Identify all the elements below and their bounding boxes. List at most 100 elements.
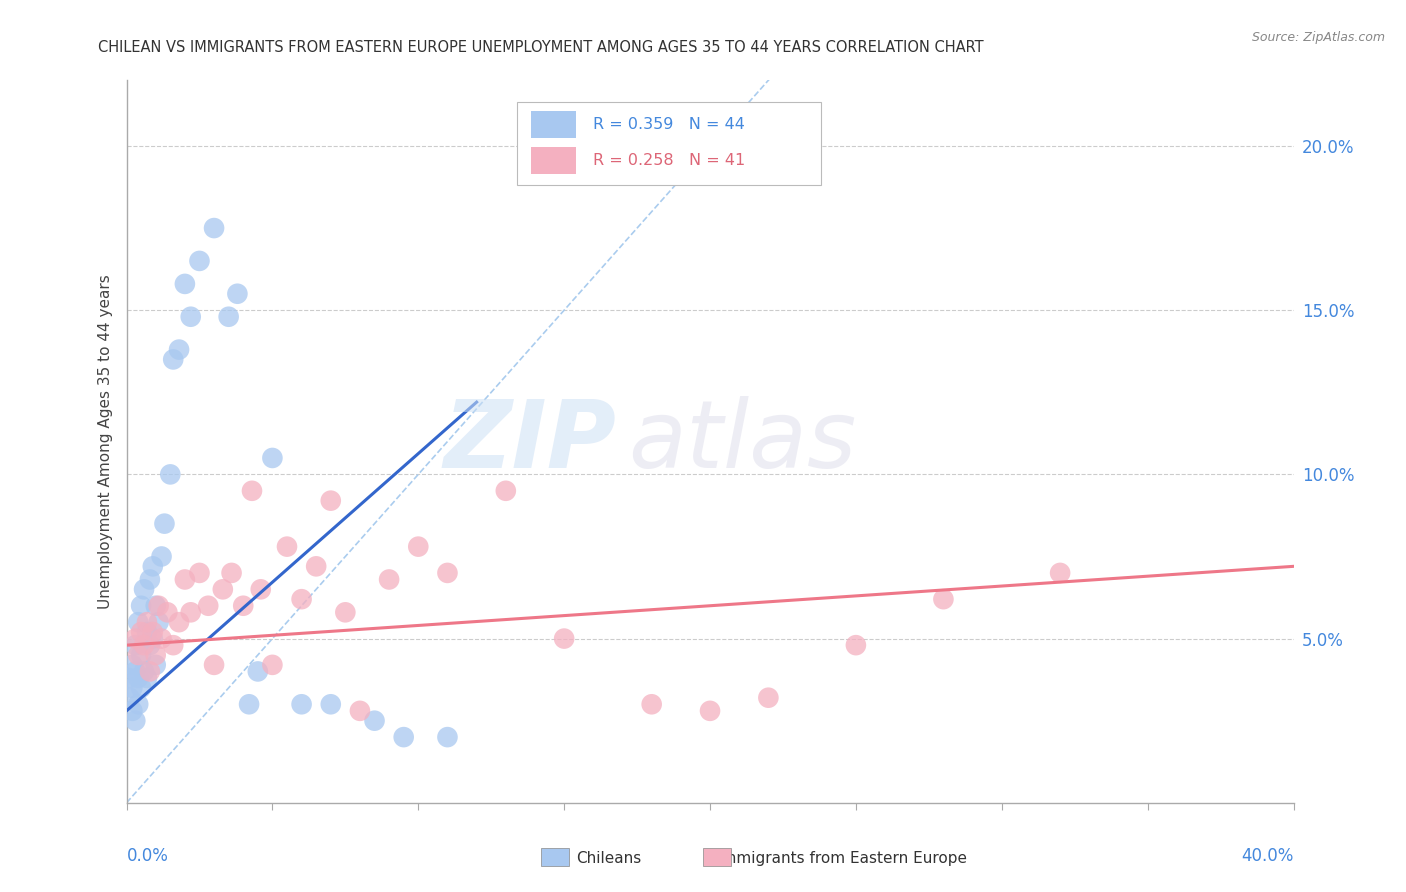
Point <box>127 615 149 630</box>
Point <box>290 698 312 712</box>
Point <box>232 599 254 613</box>
Point <box>162 638 184 652</box>
Point <box>276 540 298 554</box>
Point <box>202 221 225 235</box>
Bar <box>541 848 569 866</box>
Bar <box>703 848 731 866</box>
Bar <box>531 147 576 174</box>
Point <box>142 625 165 640</box>
Point <box>129 681 152 695</box>
Point <box>118 690 141 705</box>
Point <box>121 704 143 718</box>
Point <box>180 310 202 324</box>
Point <box>142 559 165 574</box>
Point <box>335 605 357 619</box>
Point <box>640 698 664 712</box>
FancyBboxPatch shape <box>517 102 821 185</box>
Text: 0.0%: 0.0% <box>127 847 169 865</box>
Point <box>495 483 517 498</box>
Point <box>156 605 179 619</box>
Point <box>153 516 176 531</box>
Point <box>124 714 146 728</box>
Point <box>150 632 173 646</box>
Point <box>1049 566 1071 580</box>
Point <box>139 638 162 652</box>
Point <box>124 638 146 652</box>
Point <box>132 665 155 679</box>
Point <box>139 665 162 679</box>
Point <box>262 450 284 465</box>
Text: Chileans: Chileans <box>576 851 641 865</box>
Point <box>238 698 260 712</box>
Point <box>174 277 197 291</box>
Text: 40.0%: 40.0% <box>1241 847 1294 865</box>
Point <box>249 582 271 597</box>
Point <box>392 730 415 744</box>
Point <box>167 615 190 630</box>
Y-axis label: Unemployment Among Ages 35 to 44 years: Unemployment Among Ages 35 to 44 years <box>97 274 112 609</box>
Point <box>162 352 184 367</box>
Point <box>118 671 141 685</box>
Text: CHILEAN VS IMMIGRANTS FROM EASTERN EUROPE UNEMPLOYMENT AMONG AGES 35 TO 44 YEARS: CHILEAN VS IMMIGRANTS FROM EASTERN EUROP… <box>98 40 984 55</box>
Point <box>699 704 721 718</box>
Point <box>188 566 211 580</box>
Point <box>132 638 155 652</box>
Point <box>349 704 371 718</box>
Point <box>129 599 152 613</box>
Point <box>180 605 202 619</box>
Point <box>121 681 143 695</box>
Point <box>139 573 162 587</box>
Point <box>159 467 181 482</box>
Point <box>136 625 159 640</box>
Point <box>129 625 152 640</box>
Point <box>290 592 312 607</box>
Bar <box>531 111 576 138</box>
Point <box>188 253 211 268</box>
Point <box>845 638 868 652</box>
Point <box>218 310 240 324</box>
Point <box>145 648 167 662</box>
Point <box>436 566 458 580</box>
Point <box>553 632 575 646</box>
Point <box>124 632 146 646</box>
Point <box>150 549 173 564</box>
Point <box>136 615 159 630</box>
Point <box>932 592 955 607</box>
Point <box>221 566 243 580</box>
Point <box>129 648 152 662</box>
Text: atlas: atlas <box>628 396 856 487</box>
Point <box>408 540 430 554</box>
Point <box>246 665 269 679</box>
Point <box>319 698 342 712</box>
Text: R = 0.359   N = 44: R = 0.359 N = 44 <box>593 117 745 132</box>
Point <box>262 657 284 672</box>
Point <box>121 657 143 672</box>
Point <box>756 690 779 705</box>
Point <box>174 573 197 587</box>
Point <box>145 599 167 613</box>
Point <box>363 714 385 728</box>
Point <box>240 483 263 498</box>
Text: ZIP: ZIP <box>444 395 617 488</box>
Point <box>197 599 219 613</box>
Text: Source: ZipAtlas.com: Source: ZipAtlas.com <box>1251 31 1385 45</box>
Point <box>167 343 190 357</box>
Point <box>127 648 149 662</box>
Point <box>319 493 342 508</box>
Point <box>305 559 328 574</box>
Point <box>226 286 249 301</box>
Point <box>378 573 401 587</box>
Point <box>202 657 225 672</box>
Point <box>211 582 233 597</box>
Point <box>145 657 167 672</box>
Point <box>148 599 170 613</box>
Point <box>136 671 159 685</box>
Point <box>148 615 170 630</box>
Point <box>142 632 165 646</box>
Point <box>124 665 146 679</box>
Text: Immigrants from Eastern Europe: Immigrants from Eastern Europe <box>717 851 967 865</box>
Point <box>436 730 458 744</box>
Text: R = 0.258   N = 41: R = 0.258 N = 41 <box>593 153 745 168</box>
Point <box>127 671 149 685</box>
Point <box>132 582 155 597</box>
